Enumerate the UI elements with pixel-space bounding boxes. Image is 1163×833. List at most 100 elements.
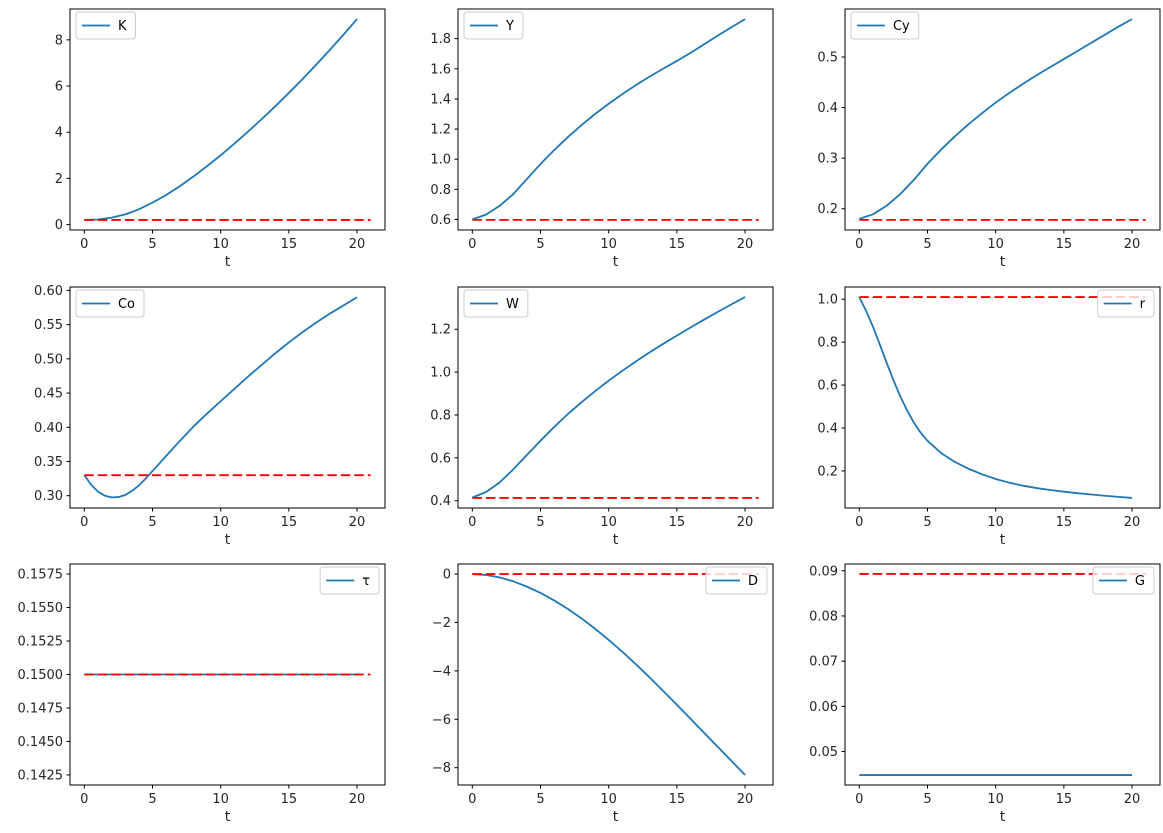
y-tick-label: 0.4	[818, 421, 839, 436]
legend-box	[75, 289, 145, 318]
x-axis-label: t	[612, 532, 618, 548]
legend-label: τ	[362, 574, 370, 589]
y-tick-label: −2	[432, 616, 451, 631]
legend-label: Co	[118, 297, 135, 312]
subplot-Y: 0 5 10 15 20 0.6 0.8 1.0 1.2 1.4 1.6 1.8 t Y	[388, 0, 776, 278]
y-tick-label: 0.35	[34, 455, 63, 470]
x-tick-label: 10	[988, 237, 1005, 252]
Cy-series-line	[859, 18, 1133, 220]
y-tick-label: 0.08	[809, 610, 838, 625]
x-axis-label: t	[612, 809, 618, 825]
x-tick-label: 20	[736, 792, 753, 807]
subplot-canvas-W: 0 5 10 15 20 0.4 0.6 0.8 1.0 1.2 t W	[430, 286, 774, 548]
y-tick-label: 1.6	[430, 62, 451, 77]
y-tick-label: 0.1475	[18, 702, 63, 717]
legend-label: Cy	[893, 19, 910, 34]
y-tick-label: 0.50	[34, 352, 63, 367]
x-tick-label: 10	[212, 515, 229, 530]
y-tick-label: 0.40	[34, 420, 63, 435]
x-tick-label: 0	[856, 237, 864, 252]
legend: Co	[75, 289, 145, 318]
x-tick-label: 0	[468, 792, 476, 807]
y-tick-label: 0.55	[34, 318, 63, 333]
x-tick-label: 10	[212, 237, 229, 252]
y-tick-label: 0	[55, 218, 63, 233]
subplot-D: 0 5 10 15 20 0 −2 −4 −6 −8 t D	[388, 555, 776, 833]
y-tick-label: 0.07	[809, 655, 838, 670]
subplot-G: 0 5 10 15 20 0.05 0.06 0.07 0.08 0.09 t G	[775, 555, 1163, 833]
x-tick-label: 10	[212, 792, 229, 807]
r-series-line	[858, 296, 1133, 499]
y-tick-label: 1.2	[430, 322, 451, 337]
y-tick-label: 0.60	[34, 284, 63, 299]
legend-label: W	[506, 297, 519, 312]
legend: K	[75, 11, 137, 40]
x-tick-label: 15	[668, 792, 685, 807]
axes-frame	[844, 8, 1161, 231]
subplot-tau: 0 5 10 15 20 0.1425 0.1450 0.1475 0.1500 0.1525 0.…	[0, 555, 388, 833]
x-tick-label: 20	[1124, 515, 1141, 530]
x-tick-label: 10	[600, 792, 617, 807]
legend: Cy	[850, 11, 920, 40]
subplot-r: 0 5 10 15 20 0.2 0.4 0.6 0.8 1.0 t r	[775, 278, 1163, 556]
x-tick-label: 10	[600, 515, 617, 530]
y-tick-label: 1.0	[818, 292, 839, 307]
axes-frame	[457, 563, 774, 786]
axes-frame	[844, 286, 1161, 509]
axes-frame	[457, 8, 774, 231]
legend-label: K	[118, 19, 127, 34]
subplot-K: 0 5 10 15 20 0 2 4 6 8 t K	[0, 0, 388, 278]
x-axis-label: t	[1000, 254, 1006, 270]
y-tick-label: 0.09	[809, 565, 838, 580]
x-axis-label: t	[1000, 532, 1006, 548]
y-tick-label: 0.8	[430, 183, 451, 198]
subplot-canvas-tau: 0 5 10 15 20 0.1425 0.1450 0.1475 0.1500 0.1525 0.…	[18, 563, 386, 825]
legend: Y	[463, 11, 524, 40]
x-tick-label: 0	[80, 515, 88, 530]
subplot-canvas-D: 0 5 10 15 20 0 −2 −4 −6 −8 t D	[432, 563, 774, 825]
x-tick-label: 20	[1124, 237, 1141, 252]
y-tick-label: 0.1500	[18, 668, 63, 683]
y-tick-label: 0.5	[818, 51, 839, 66]
x-tick-label: 15	[1056, 515, 1073, 530]
y-tick-label: 0.45	[34, 386, 63, 401]
y-tick-label: 0.8	[818, 335, 839, 350]
x-tick-label: 20	[349, 515, 366, 530]
subplot-canvas-Y: 0 5 10 15 20 0.6 0.8 1.0 1.2 1.4 1.6 1.8 t Y	[430, 8, 774, 270]
y-tick-label: −8	[432, 762, 451, 777]
axes-frame	[457, 286, 774, 509]
x-tick-label: 0	[80, 237, 88, 252]
y-tick-label: 4	[55, 126, 63, 141]
x-tick-label: 20	[1124, 792, 1141, 807]
subplot-W: 0 5 10 15 20 0.4 0.6 0.8 1.0 1.2 t W	[388, 278, 776, 556]
x-tick-label: 15	[281, 515, 298, 530]
x-tick-label: 20	[736, 515, 753, 530]
y-tick-label: 1.4	[430, 92, 451, 107]
y-tick-label: 1.8	[430, 32, 451, 47]
x-tick-label: 15	[668, 515, 685, 530]
y-tick-label: 0.3	[818, 152, 839, 167]
x-tick-label: 5	[148, 792, 156, 807]
x-tick-label: 10	[988, 792, 1005, 807]
legend: r	[1097, 289, 1155, 318]
axes-frame	[69, 286, 386, 509]
x-tick-label: 5	[536, 515, 544, 530]
x-tick-label: 5	[148, 237, 156, 252]
y-tick-label: 0.4	[430, 494, 451, 509]
x-tick-label: 5	[924, 792, 932, 807]
legend: τ	[319, 566, 380, 595]
legend-label: D	[748, 574, 758, 589]
y-tick-label: 6	[55, 80, 63, 95]
subplot-canvas-Co: 0 5 10 15 20 0.30 0.35 0.40 0.45 0.50 0.55 0.60 t Co	[34, 284, 386, 548]
subplot-canvas-Cy: 0 5 10 15 20 0.2 0.3 0.4 0.5 t Cy	[818, 8, 1161, 270]
y-tick-label: 0.4	[818, 101, 839, 116]
legend: W	[463, 289, 529, 318]
y-tick-label: −6	[432, 713, 451, 728]
x-axis-label: t	[225, 532, 231, 548]
y-tick-label: 0.8	[430, 408, 451, 423]
legend: G	[1092, 566, 1155, 595]
x-tick-label: 20	[736, 237, 753, 252]
subplot-Cy: 0 5 10 15 20 0.2 0.3 0.4 0.5 t Cy	[775, 0, 1163, 278]
legend-label: r	[1140, 297, 1146, 312]
y-tick-label: 0.6	[430, 451, 451, 466]
